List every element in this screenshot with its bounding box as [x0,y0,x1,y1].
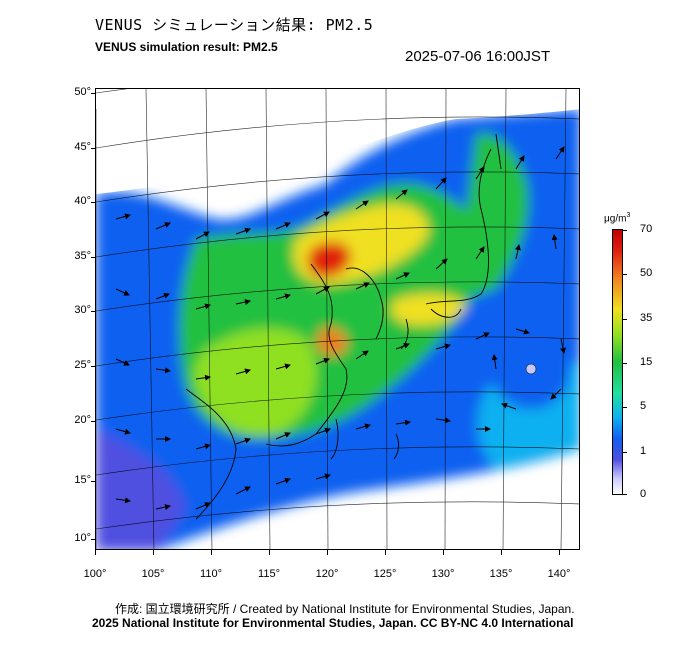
lat-label: 45° [74,141,91,153]
lat-label: 20° [74,414,91,426]
no-data-north [96,89,579,194]
colorbar-tick [623,319,627,320]
colorbar-tick [623,494,627,495]
lon-tick [95,550,96,555]
colorbar-label: 5 [640,400,647,412]
license-line: 2025 National Institute for Environmenta… [92,616,574,630]
lon-label: 105° [141,568,165,580]
lat-tick [91,257,95,258]
colorbar-tick [623,407,627,408]
colorbar-label: 50 [640,267,653,279]
colorbar-tick [623,363,627,364]
coastlines [185,133,502,520]
lat-label: 25° [74,359,91,371]
lon-label: 130° [431,568,455,580]
lon-tick [269,550,270,555]
lon-label: 100° [83,568,107,580]
lon-tick [327,550,328,555]
colorbar-tick [623,274,627,275]
title-japanese: VENUS シミュレーション結果: PM2.5 [95,16,374,34]
pm25-field [96,109,579,549]
lat-tick [91,311,95,312]
no-data-south [205,469,579,549]
lon-tick [559,550,560,555]
colorbar [612,229,623,495]
lon-label: 125° [373,568,397,580]
lat-label: 10° [74,532,91,544]
lon-tick [153,550,154,555]
pm25-map [95,88,580,550]
lat-tick [91,539,95,540]
forecast-timestamp: 2025-07-06 16:00JST [405,48,551,65]
colorbar-tick [623,452,627,453]
colorbar-unit: μg/m3 [604,212,630,224]
lon-label: 115° [258,568,280,580]
typhoon-center [525,363,537,375]
lat-tick [91,202,95,203]
lon-tick [501,550,502,555]
lon-tick [443,550,444,555]
lon-label: 110° [200,568,222,580]
wind-vectors [115,146,566,510]
colorbar-label: 35 [640,312,653,324]
lon-tick [211,550,212,555]
title-english: VENUS simulation result: PM2.5 [95,40,278,54]
colorbar-label: 70 [640,223,653,235]
lon-label: 120° [315,568,339,580]
lat-tick [91,148,95,149]
lat-label: 35° [74,250,91,262]
colorbar-label: 15 [640,356,653,368]
lat-tick [91,421,95,422]
colorbar-label: 1 [640,445,647,457]
lon-tick [385,550,386,555]
map-canvas [96,89,579,549]
colorbar-label: 0 [640,488,647,500]
lat-label: 15° [74,474,91,486]
lat-tick [91,366,95,367]
lon-label: 135° [489,568,513,580]
lat-tick [91,481,95,482]
lat-label: 30° [74,304,91,316]
colorbar-unit-main: μg/m [604,213,627,225]
credit-line: 作成: 国立環境研究所 / Created by National Instit… [115,602,575,616]
lat-label: 50° [74,86,91,98]
lon-label: 140° [547,568,571,580]
graticule [96,89,579,549]
colorbar-tick [623,230,627,231]
colorbar-unit-sup: 3 [626,212,631,219]
lat-label: 40° [74,195,91,207]
lat-tick [91,93,95,94]
